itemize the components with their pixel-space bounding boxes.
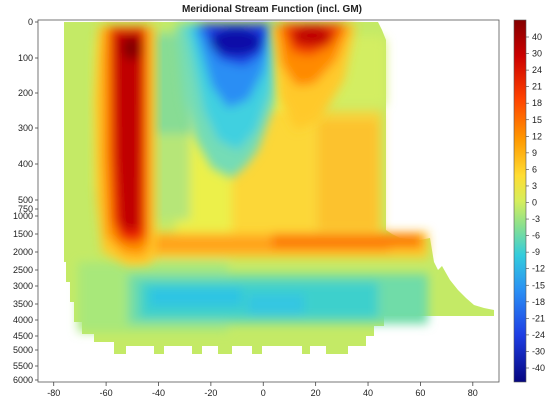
colorbar-tick-label: 9 xyxy=(532,148,537,158)
x-tick-label: 0 xyxy=(261,388,266,398)
y-tick-label: 5000 xyxy=(13,345,33,355)
x-tick-label: 20 xyxy=(311,388,321,398)
colorbar-tick-label: -12 xyxy=(532,264,545,274)
y-tick-label: 0 xyxy=(28,17,33,27)
x-tick-label: 40 xyxy=(363,388,373,398)
plot-frame xyxy=(37,19,500,383)
y-tick-label: 1500 xyxy=(13,229,33,239)
colorbar-tick-label: -18 xyxy=(532,297,545,307)
colorbar-tick-label: 6 xyxy=(532,164,537,174)
y-tick-label: 1000 xyxy=(13,211,33,221)
y-tick-label: 6000 xyxy=(13,375,33,385)
colorbar-gradient xyxy=(513,19,527,383)
x-axis: -80 -60 -40 -20 0 20 40 60 80 xyxy=(47,382,478,398)
x-tick-label: -40 xyxy=(152,388,165,398)
y-tick-label: 3000 xyxy=(13,281,33,291)
y-tick-label: 500 xyxy=(18,195,33,205)
y-tick-label: 100 xyxy=(18,53,33,63)
y-tick-label: 750 xyxy=(18,204,33,214)
colorbar-tick-label: 0 xyxy=(532,198,537,208)
chart-title: Meridional Stream Function (incl. GM) xyxy=(182,4,362,15)
colorbar-tick-label: -24 xyxy=(532,330,545,340)
x-tick-label: -80 xyxy=(47,388,60,398)
colorbar-tick-label: -40 xyxy=(532,363,545,373)
x-tick-label: 60 xyxy=(415,388,425,398)
y-tick-label: 2500 xyxy=(13,265,33,275)
colorbar-tick-label: -9 xyxy=(532,247,540,257)
colorbar-tick-label: -3 xyxy=(532,214,540,224)
heatmap-field xyxy=(38,22,494,382)
colorbar-tick-label: 40 xyxy=(532,32,542,42)
x-tick-label: -60 xyxy=(100,388,113,398)
colorbar-tick-label: 3 xyxy=(532,181,537,191)
x-tick-label: -20 xyxy=(204,388,217,398)
colorbar-tick-label: 12 xyxy=(532,131,542,141)
y-tick-label: 4000 xyxy=(13,315,33,325)
colorbar-tick-label: -21 xyxy=(532,313,545,323)
y-tick-label: 2000 xyxy=(13,247,33,257)
colorbar-tick-label: 24 xyxy=(532,65,542,75)
colorbar-tick-label: 21 xyxy=(532,82,542,92)
y-tick-label: 300 xyxy=(18,123,33,133)
colorbar-tick-label: -30 xyxy=(532,346,545,356)
colorbar-tick-label: 18 xyxy=(532,98,542,108)
y-tick-label: 3500 xyxy=(13,299,33,309)
colorbar-tick-label: -15 xyxy=(532,280,545,290)
colorbar-tick-label: -6 xyxy=(532,231,540,241)
y-tick-label: 400 xyxy=(18,159,33,169)
y-tick-label: 200 xyxy=(18,88,33,98)
y-tick-label: 5500 xyxy=(13,361,33,371)
y-tick-label: 4500 xyxy=(13,331,33,341)
x-tick-label: 80 xyxy=(468,388,478,398)
colorbar-tick-label: 30 xyxy=(532,49,542,59)
colorbar-tick-label: 15 xyxy=(532,115,542,125)
colorbar: 403024211815129630-3-6-9-12-15-18-21-24-… xyxy=(513,19,545,383)
